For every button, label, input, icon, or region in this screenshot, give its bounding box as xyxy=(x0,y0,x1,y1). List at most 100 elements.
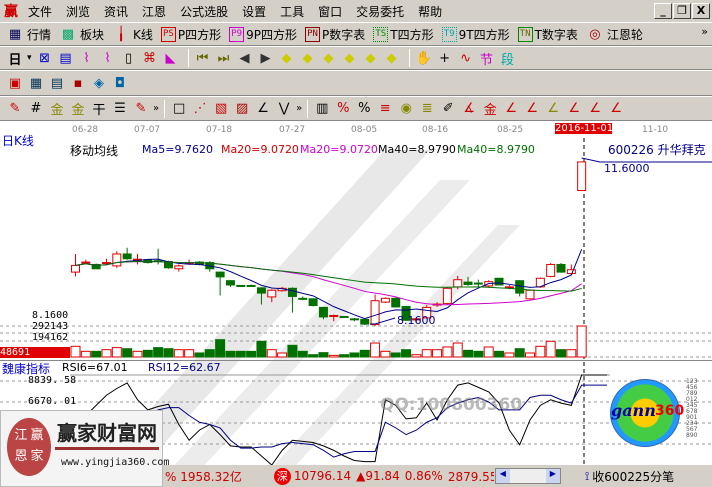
shrink-icon[interactable]: ◆ xyxy=(344,50,355,66)
zoom-right-icon[interactable]: ◆ xyxy=(302,50,313,66)
four-angle-icon[interactable]: ∠ xyxy=(610,101,623,116)
notes-icon[interactable]: ▤ xyxy=(59,50,72,66)
last-icon[interactable]: ⏭ xyxy=(217,50,230,66)
p-table-button[interactable]: PN P数字表 xyxy=(305,26,365,43)
gann-grid-icon[interactable]: ▧ xyxy=(214,101,228,116)
t-square-button[interactable]: TS T四方形 xyxy=(373,26,434,43)
restore-button[interactable]: ❐ xyxy=(673,3,691,19)
gann-fan-icon[interactable]: ⋰ xyxy=(193,101,207,116)
percent-icon[interactable]: % xyxy=(358,101,371,116)
document-icon[interactable]: ▤ xyxy=(50,75,64,91)
chart-type-icon[interactable]: ⊠ xyxy=(39,50,50,66)
volume-bar xyxy=(370,342,381,358)
percent-level-icon[interactable]: ≡ xyxy=(379,101,391,116)
sectors-button[interactable]: ▩ 板块 xyxy=(59,26,104,43)
gann-wheel-button[interactable]: ◎ 江恩轮 xyxy=(586,26,643,43)
wave-icon[interactable]: ⋁ xyxy=(278,101,290,116)
kline-button[interactable]: ╽ K线 xyxy=(112,26,153,43)
spiral-icon[interactable]: ☰ xyxy=(114,101,126,116)
save-icon[interactable]: ▪ xyxy=(73,75,83,91)
candle xyxy=(101,262,111,265)
menu-settings[interactable]: 设置 xyxy=(242,4,267,19)
menu-window[interactable]: 窗口 xyxy=(318,4,343,19)
network-icon[interactable]: ◈ xyxy=(94,75,104,91)
menu-help[interactable]: 帮助 xyxy=(418,4,443,19)
period-dropdown-icon[interactable]: ▾ xyxy=(27,53,32,63)
scroll-left-icon[interactable]: ◀ xyxy=(495,469,510,483)
section-icon[interactable]: 节 xyxy=(480,52,494,68)
connect-icon[interactable]: ◘ xyxy=(114,75,126,91)
gold-red-icon[interactable]: 金 xyxy=(483,103,497,118)
ps-icon: PS xyxy=(160,26,176,42)
volume-bar xyxy=(514,348,525,358)
ying-angle-icon[interactable]: ∠ xyxy=(589,101,602,116)
zoom-left-icon[interactable]: ◆ xyxy=(281,50,292,66)
volume-bar xyxy=(70,345,81,358)
gold-level-icon[interactable]: ≣ xyxy=(421,101,433,116)
candle xyxy=(370,300,380,326)
menu-gann[interactable]: 江恩 xyxy=(142,4,167,19)
indicator-label[interactable]: 魏康指标 xyxy=(2,362,51,376)
p-square-button[interactable]: PS P四方形 xyxy=(160,26,221,43)
gann-box-icon[interactable]: ▨ xyxy=(235,101,249,116)
9p-square-button[interactable]: P9 9P四方形 xyxy=(229,26,297,43)
menu-formula[interactable]: 公式选股 xyxy=(180,4,229,19)
segment-icon[interactable]: 段 xyxy=(501,52,515,68)
pen-icon[interactable]: ✎ xyxy=(9,101,21,116)
ruler-icon[interactable]: ▥ xyxy=(316,101,329,116)
bar-style-icon[interactable]: ▯ xyxy=(124,50,133,66)
grid-line-icon[interactable]: 干 xyxy=(92,103,106,118)
gold-angle-icon[interactable]: ∠ xyxy=(547,101,560,116)
gold-icon[interactable]: 金 xyxy=(50,103,64,118)
menu-file[interactable]: 文件 xyxy=(28,4,53,19)
brush-icon[interactable]: ✐ xyxy=(442,101,454,116)
box-icon[interactable]: □ xyxy=(172,101,186,116)
9t-square-button[interactable]: T9 9T四方形 xyxy=(441,26,510,43)
minimize-button[interactable]: _ xyxy=(654,3,672,19)
line-icon[interactable]: ∿ xyxy=(460,50,471,66)
more-icon[interactable]: » xyxy=(153,103,160,114)
calendar-icon[interactable]: ▣ xyxy=(8,75,22,91)
vexpand-icon[interactable]: ◆ xyxy=(365,50,376,66)
menu-trade[interactable]: 交易委托 xyxy=(356,4,405,19)
left-icon[interactable]: ◀ xyxy=(239,50,250,66)
right-icon[interactable]: ▶ xyxy=(260,50,271,66)
menu-browse[interactable]: 浏览 xyxy=(66,4,91,19)
menu-tools[interactable]: 工具 xyxy=(280,4,305,19)
t-table-button[interactable]: TN T数字表 xyxy=(517,26,578,43)
calculator-icon[interactable]: ▦ xyxy=(29,75,43,91)
angle-red-icon[interactable]: ∡ xyxy=(463,101,476,116)
shen-angle-icon[interactable]: ∠ xyxy=(568,101,581,116)
volume-bar xyxy=(142,349,153,358)
crosshair-icon[interactable]: + xyxy=(439,50,450,66)
hand-icon[interactable]: ✋ xyxy=(415,50,432,66)
shenzhen-badge: 深 xyxy=(273,467,291,485)
scroll-right-icon[interactable]: ▶ xyxy=(545,469,560,483)
hash-icon[interactable]: # xyxy=(30,101,42,116)
f-angle-icon[interactable]: ∠ xyxy=(526,101,539,116)
more-icon[interactable]: » xyxy=(296,103,303,114)
menu-news[interactable]: 资讯 xyxy=(104,4,129,19)
percent-line-icon[interactable]: % xyxy=(337,101,350,116)
date-label: 07-07 xyxy=(134,125,161,135)
period-select[interactable]: 日 xyxy=(8,52,22,68)
volume-bar xyxy=(473,350,484,358)
toolbar-more-button[interactable]: » xyxy=(701,25,708,38)
expand-icon[interactable]: ◆ xyxy=(323,50,334,66)
draw-tool-icon[interactable]: ⌘ xyxy=(143,50,157,66)
first-icon[interactable]: ⏮ xyxy=(196,50,209,66)
candle xyxy=(442,287,452,305)
angle-icon[interactable]: ∠ xyxy=(257,101,269,116)
j-angle-icon[interactable]: ∠ xyxy=(505,101,518,116)
period-3-icon[interactable]: ⌇ xyxy=(83,50,90,66)
status-scrollbar[interactable]: ◀ ▶ xyxy=(494,468,561,484)
period-9-icon[interactable]: ⌇ xyxy=(104,50,111,66)
quotes-button[interactable]: ▦ 行情 xyxy=(6,26,51,43)
gold-circle-icon[interactable]: ◉ xyxy=(400,101,412,116)
close-button[interactable]: X xyxy=(692,3,710,19)
gold2-icon[interactable]: 金 xyxy=(71,103,85,118)
vshrink-icon[interactable]: ◆ xyxy=(386,50,397,66)
chart-area[interactable]: QQ:100800360 日K线 06-28 07-07 07-18 07-27… xyxy=(0,121,712,487)
flag-icon[interactable]: ◣ xyxy=(165,50,176,66)
fan-icon[interactable]: ✎ xyxy=(135,101,147,116)
